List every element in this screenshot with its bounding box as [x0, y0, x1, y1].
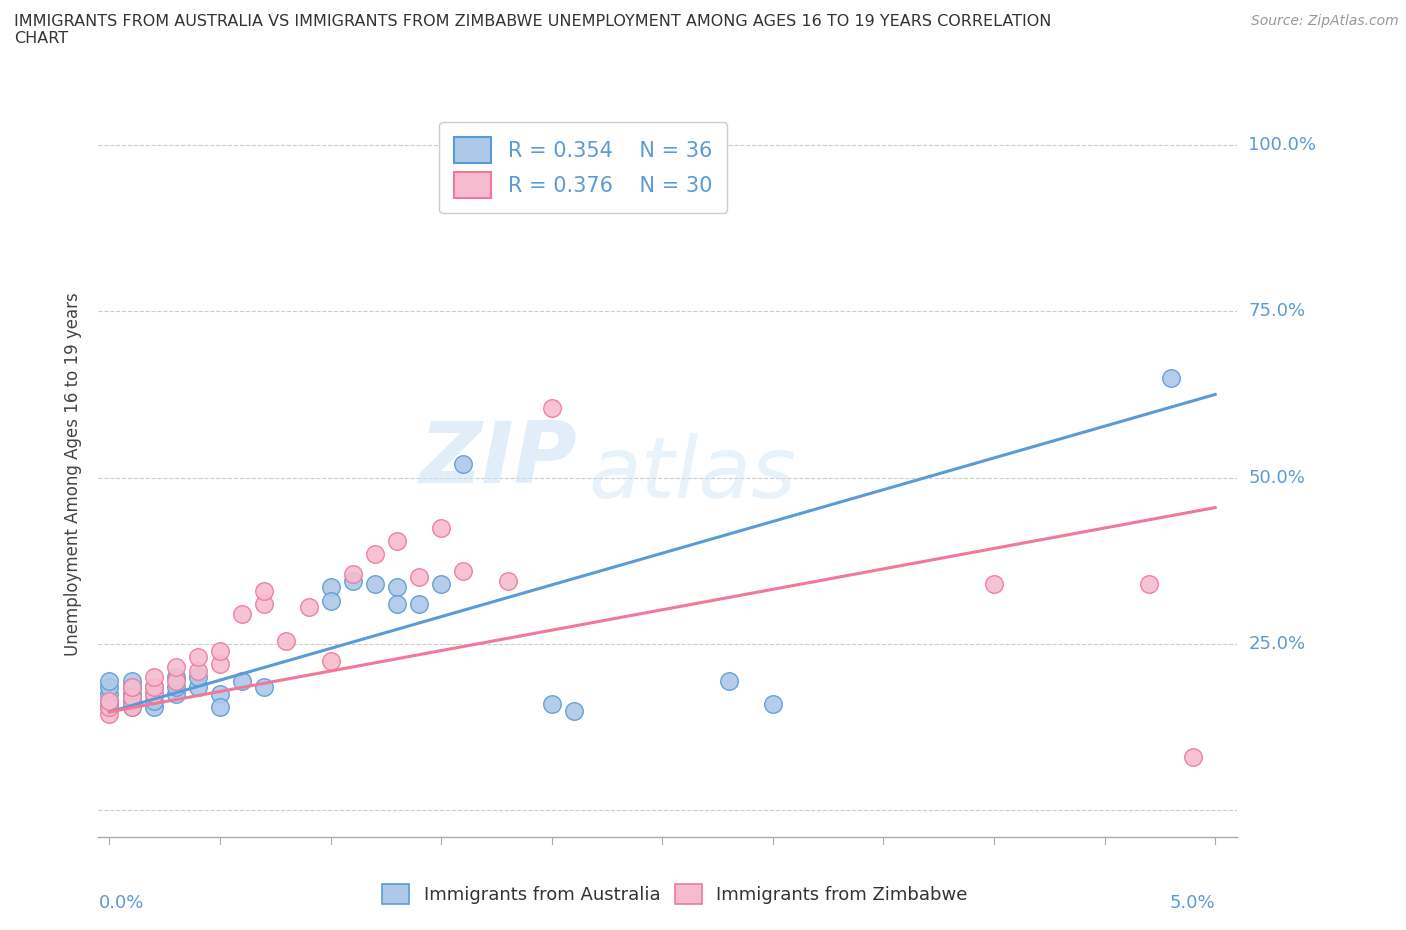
Point [453, 564, 475, 578]
Point [98, 693, 121, 708]
Text: 0.0%: 0.0% [98, 894, 143, 911]
Point [121, 699, 143, 714]
Point [98, 693, 121, 708]
Point [98, 707, 121, 722]
Point [253, 597, 276, 612]
Text: IMMIGRANTS FROM AUSTRALIA VS IMMIGRANTS FROM ZIMBABWE UNEMPLOYMENT AMONG AGES 16: IMMIGRANTS FROM AUSTRALIA VS IMMIGRANTS … [14, 14, 1052, 46]
Point [142, 686, 165, 701]
Point [165, 686, 187, 701]
Point [209, 699, 232, 714]
Point [453, 457, 475, 472]
Point [142, 680, 165, 695]
Point [385, 597, 408, 612]
Point [121, 680, 143, 695]
Point [496, 573, 519, 588]
Text: Source: ZipAtlas.com: Source: ZipAtlas.com [1251, 14, 1399, 28]
Legend: R = 0.354    N = 36, R = 0.376    N = 30: R = 0.354 N = 36, R = 0.376 N = 30 [439, 122, 727, 213]
Point [1137, 577, 1160, 591]
Text: ZIP: ZIP [419, 418, 576, 501]
Point [342, 566, 364, 581]
Point [98, 673, 121, 688]
Point [231, 673, 253, 688]
Point [319, 653, 342, 668]
Point [165, 680, 187, 695]
Point [717, 673, 740, 688]
Point [187, 663, 209, 678]
Point [364, 547, 387, 562]
Point [121, 673, 143, 688]
Point [142, 670, 165, 684]
Point [142, 693, 165, 708]
Point [1160, 370, 1182, 385]
Point [187, 650, 209, 665]
Point [121, 699, 143, 714]
Point [540, 697, 562, 711]
Point [276, 633, 298, 648]
Point [209, 644, 232, 658]
Point [319, 593, 342, 608]
Point [430, 577, 453, 591]
Text: 50.0%: 50.0% [1249, 469, 1305, 486]
Point [98, 686, 121, 701]
Point [98, 699, 121, 714]
Text: 5.0%: 5.0% [1170, 894, 1215, 911]
Point [142, 680, 165, 695]
Point [408, 570, 430, 585]
Y-axis label: Unemployment Among Ages 16 to 19 years: Unemployment Among Ages 16 to 19 years [65, 292, 83, 657]
Point [342, 573, 364, 588]
Text: atlas: atlas [588, 432, 796, 516]
Point [762, 697, 785, 711]
Point [540, 400, 562, 415]
Point [187, 670, 209, 684]
Point [297, 600, 319, 615]
Point [430, 520, 453, 535]
Point [121, 693, 143, 708]
Point [385, 580, 408, 595]
Point [165, 673, 187, 688]
Text: 75.0%: 75.0% [1249, 302, 1306, 320]
Point [142, 686, 165, 701]
Point [364, 577, 387, 591]
Point [562, 703, 585, 718]
Point [187, 680, 209, 695]
Point [165, 660, 187, 675]
Point [253, 680, 276, 695]
Point [385, 534, 408, 549]
Point [209, 686, 232, 701]
Point [165, 670, 187, 684]
Point [98, 680, 121, 695]
Point [1182, 750, 1205, 764]
Point [253, 583, 276, 598]
Point [408, 597, 430, 612]
Text: 100.0%: 100.0% [1249, 136, 1316, 153]
Text: 25.0%: 25.0% [1249, 635, 1306, 653]
Point [231, 606, 253, 621]
Point [121, 680, 143, 695]
Point [121, 690, 143, 705]
Point [142, 699, 165, 714]
Point [209, 657, 232, 671]
Point [319, 580, 342, 595]
Point [98, 699, 121, 714]
Legend: Immigrants from Australia, Immigrants from Zimbabwe: Immigrants from Australia, Immigrants fr… [375, 876, 974, 911]
Point [983, 577, 1005, 591]
Point [121, 686, 143, 701]
